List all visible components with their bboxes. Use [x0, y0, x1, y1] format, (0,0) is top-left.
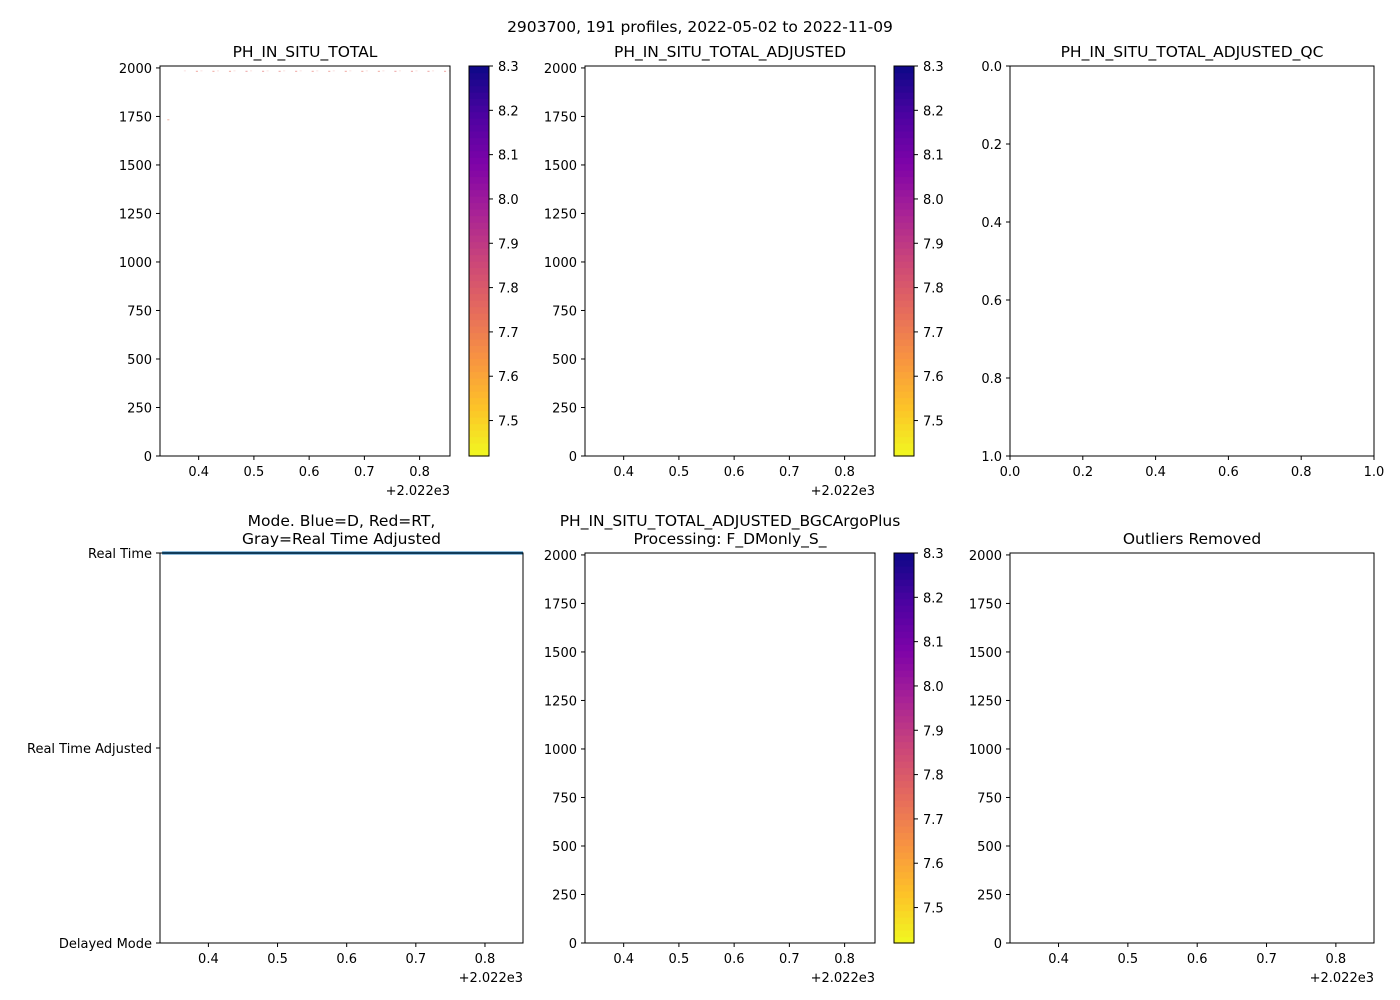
figure-suptitle: 2903700, 191 profiles, 2022-05-02 to 202…	[507, 18, 893, 36]
heatmap-cell	[212, 70, 215, 72]
panel-ph-in-situ-total: 0.4 0.5 0.6 0.7 0.8+2.022e302505007501000125…	[119, 43, 519, 499]
heatmap-cell	[195, 70, 198, 72]
heatmap-cells	[167, 70, 451, 121]
heatmap-cell	[245, 70, 248, 72]
heatmap-cell	[167, 119, 170, 121]
heatmap-cell	[228, 70, 232, 72]
